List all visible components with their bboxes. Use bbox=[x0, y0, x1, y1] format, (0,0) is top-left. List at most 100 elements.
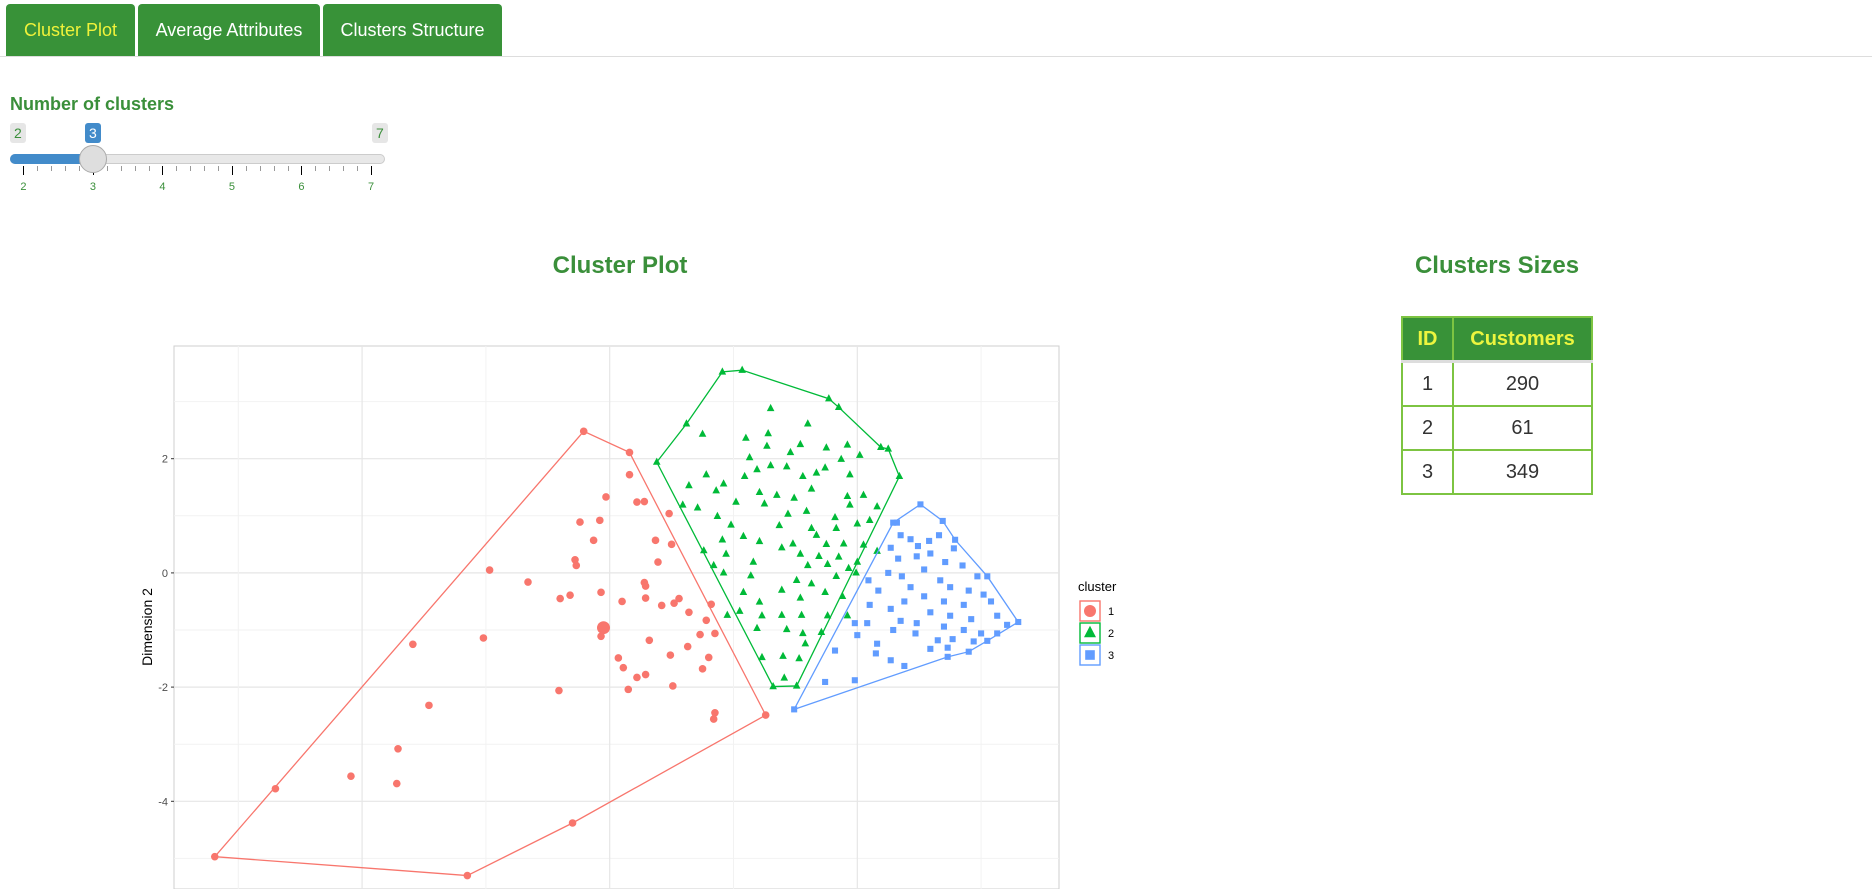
cluster-2-hull bbox=[655, 369, 901, 688]
slider-tick bbox=[371, 166, 372, 175]
cluster-2-point bbox=[822, 443, 831, 451]
cluster-1-point bbox=[556, 594, 564, 603]
cluster-3-point bbox=[960, 601, 967, 608]
cluster-2-point bbox=[832, 523, 841, 532]
tab-average-attributes[interactable]: Average Attributes bbox=[138, 4, 320, 56]
cluster-3-point bbox=[987, 598, 995, 605]
legend-title: cluster bbox=[1078, 579, 1117, 594]
cluster-3-point bbox=[984, 573, 991, 580]
cluster-1-point bbox=[669, 682, 677, 690]
cluster-2-point bbox=[727, 520, 735, 528]
cluster-2-point bbox=[834, 552, 843, 560]
slider-tick bbox=[315, 166, 317, 171]
cluster-1-point bbox=[711, 708, 719, 717]
slider-handle[interactable] bbox=[79, 145, 107, 173]
cluster-1-point bbox=[683, 642, 692, 651]
cluster-2-point bbox=[766, 460, 775, 469]
cluster-2-point bbox=[740, 471, 749, 480]
cluster-1-point bbox=[568, 819, 577, 827]
slider-tick bbox=[218, 166, 220, 171]
cluster-1-point bbox=[685, 608, 693, 617]
cluster-2-point bbox=[796, 593, 805, 601]
cluster-3-point bbox=[965, 587, 972, 594]
cluster-2-point bbox=[758, 652, 766, 661]
slider-tick bbox=[301, 166, 303, 175]
cluster-2-point bbox=[838, 591, 847, 599]
cluster-2-point bbox=[718, 367, 727, 375]
cluster-1-point bbox=[666, 651, 675, 659]
cluster-3-point bbox=[994, 630, 1001, 637]
cluster-3-point bbox=[897, 532, 904, 539]
slider-tick bbox=[120, 166, 122, 171]
cluster-3-point bbox=[887, 605, 894, 612]
slider-tick bbox=[204, 166, 206, 171]
plot-title: Cluster Plot bbox=[552, 252, 688, 279]
slider-tick bbox=[231, 166, 233, 175]
slider-tick-label: 7 bbox=[367, 181, 375, 193]
slider-tick bbox=[329, 166, 331, 171]
cluster-2-point bbox=[832, 571, 841, 579]
cluster-3-point bbox=[865, 577, 872, 584]
header-id: ID bbox=[1401, 316, 1454, 363]
cluster-1-point bbox=[675, 594, 683, 603]
cluster-1-point bbox=[210, 852, 219, 861]
slider-tick bbox=[357, 166, 359, 171]
cluster-2-point bbox=[859, 490, 868, 498]
header-customers: Customers bbox=[1452, 316, 1593, 363]
cluster-3-point bbox=[1015, 618, 1022, 626]
cluster-3-point bbox=[927, 550, 934, 557]
slider-label: Number of clusters bbox=[10, 94, 175, 114]
cluster-2-point bbox=[719, 568, 728, 576]
cluster-2-point bbox=[723, 610, 732, 618]
cluster-2-point bbox=[789, 539, 797, 547]
legend-label: 3 bbox=[1108, 650, 1114, 662]
cluster-3-point bbox=[978, 630, 985, 637]
tab-cluster-plot[interactable]: Cluster Plot bbox=[6, 4, 135, 56]
cluster-2-point bbox=[859, 540, 868, 548]
cluster-2-point bbox=[693, 503, 702, 511]
cluster-2-point bbox=[801, 639, 810, 647]
cluster-3-point bbox=[970, 638, 977, 645]
cluster-2-point bbox=[846, 500, 854, 508]
slider-tick-label: 5 bbox=[228, 181, 236, 193]
cluster-3-point bbox=[937, 577, 944, 584]
tab-clusters-structure[interactable]: Clusters Structure bbox=[323, 4, 502, 56]
cluster-1-point bbox=[707, 600, 716, 609]
cluster-3-point bbox=[935, 532, 943, 539]
cluster-2-point bbox=[803, 560, 812, 569]
cluster-2-point bbox=[807, 523, 816, 532]
cell-id: 1 bbox=[1401, 360, 1454, 407]
cluster-1-point bbox=[597, 632, 605, 641]
slider-tick bbox=[148, 166, 150, 171]
cluster-3-point bbox=[895, 555, 902, 562]
cluster-1-point bbox=[619, 663, 628, 672]
cluster-2-point bbox=[749, 557, 758, 565]
cluster-2-point bbox=[699, 546, 708, 554]
cluster-3-point bbox=[912, 630, 919, 637]
y-tick-label: -2 bbox=[158, 682, 168, 694]
cluster-3-point bbox=[907, 584, 914, 591]
cluster-3-point bbox=[851, 677, 858, 684]
cluster-2-point bbox=[837, 454, 846, 462]
cluster-3-point bbox=[874, 640, 881, 647]
cluster-2-point bbox=[763, 441, 771, 449]
cluster-3-point bbox=[913, 620, 920, 627]
cluster-1-point bbox=[624, 685, 633, 694]
y-tick-label: 0 bbox=[162, 568, 168, 580]
cluster-1-point bbox=[392, 779, 401, 788]
cluster-2-point bbox=[739, 587, 748, 595]
cluster-2-point bbox=[877, 442, 885, 450]
cluster-2-point bbox=[782, 624, 791, 633]
cluster-1-point bbox=[641, 594, 650, 602]
cluster-2-point bbox=[815, 551, 823, 560]
cluster-2-point bbox=[682, 419, 691, 427]
cluster-1-point bbox=[657, 601, 666, 610]
legend-circle-icon bbox=[1084, 605, 1096, 617]
legend-triangle-icon bbox=[1084, 625, 1096, 638]
cluster-2-point bbox=[702, 470, 711, 478]
cluster-3-point bbox=[921, 593, 928, 600]
cluster-2-point bbox=[855, 450, 864, 458]
cluster-1-point bbox=[602, 493, 610, 501]
cluster-1-point bbox=[651, 536, 660, 545]
